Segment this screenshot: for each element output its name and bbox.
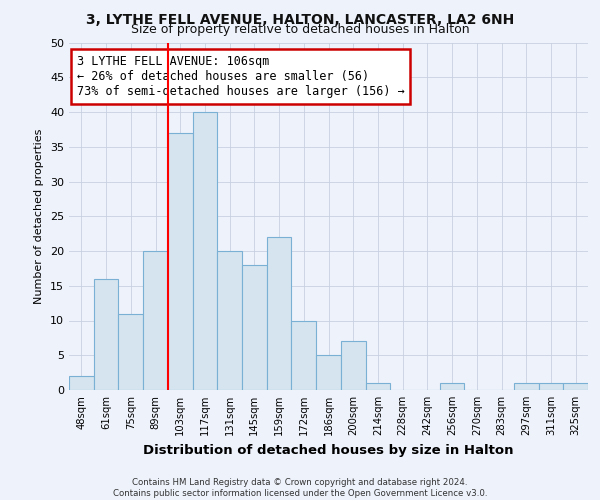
Bar [193,112,217,390]
Bar [217,251,242,390]
X-axis label: Distribution of detached houses by size in Halton: Distribution of detached houses by size … [143,444,514,456]
Bar [94,279,118,390]
Bar [563,383,588,390]
Bar [168,133,193,390]
Bar [267,237,292,390]
Bar [365,383,390,390]
Text: Size of property relative to detached houses in Halton: Size of property relative to detached ho… [131,22,469,36]
Bar [118,314,143,390]
Bar [292,320,316,390]
Text: 3, LYTHE FELL AVENUE, HALTON, LANCASTER, LA2 6NH: 3, LYTHE FELL AVENUE, HALTON, LANCASTER,… [86,12,514,26]
Bar [539,383,563,390]
Bar [316,355,341,390]
Bar [514,383,539,390]
Bar [440,383,464,390]
Bar [69,376,94,390]
Text: Contains HM Land Registry data © Crown copyright and database right 2024.
Contai: Contains HM Land Registry data © Crown c… [113,478,487,498]
Text: 3 LYTHE FELL AVENUE: 106sqm
← 26% of detached houses are smaller (56)
73% of sem: 3 LYTHE FELL AVENUE: 106sqm ← 26% of det… [77,54,404,98]
Bar [143,251,168,390]
Bar [242,265,267,390]
Bar [341,342,365,390]
Y-axis label: Number of detached properties: Number of detached properties [34,128,44,304]
